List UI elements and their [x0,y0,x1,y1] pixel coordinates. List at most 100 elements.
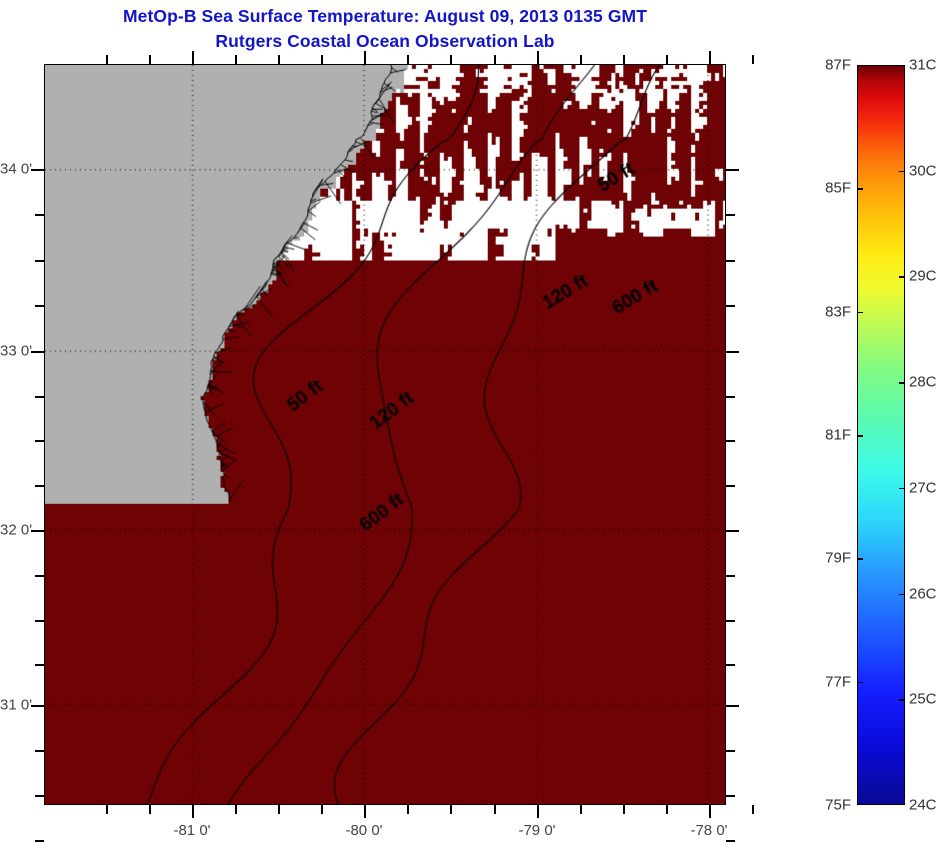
y-axis-tick-right [726,396,735,398]
x-axis-tick-top [407,55,409,64]
x-axis-label: -78 0' [690,822,728,839]
x-axis-tick-top [666,55,668,64]
colorbar-tick [857,435,863,437]
y-axis-tick-right [726,485,735,487]
colorbar-tick [899,487,905,490]
colorbar-label-c: 31C [909,56,936,74]
y-axis-tick-right [726,440,735,442]
x-axis-tick [623,805,625,814]
sst-raster [45,65,725,804]
y-axis-tick [35,795,44,797]
colorbar-label-c: 27C [909,479,936,497]
y-axis-tick [35,214,44,216]
y-axis-tick-major [31,169,44,171]
x-axis-tick-major-top [192,51,194,64]
y-axis-tick-major-right [726,169,739,171]
x-axis-tick-major [364,805,366,818]
colorbar-tick [899,276,905,278]
colorbar-label-f: 85F [825,179,851,197]
colorbar-tick [899,699,905,701]
y-axis-tick [35,840,44,842]
y-axis-tick-right [726,305,735,307]
y-axis-tick-right [726,750,735,752]
x-axis-tick-major [709,805,711,818]
x-axis-tick [494,805,496,814]
x-axis-tick [407,805,409,814]
colorbar-legend [857,65,905,805]
y-axis-label: 31 0' [0,696,33,714]
y-axis-tick-right [726,840,735,842]
y-axis-tick-right [726,575,735,577]
x-axis-tick-top [494,55,496,64]
x-axis-tick-top [450,55,452,64]
colorbar-label-c: 26C [909,585,936,603]
x-axis-tick [752,805,754,814]
colorbar-tick [899,593,905,596]
y-axis-tick-major-right [726,351,739,353]
colorbar-tick [899,170,905,173]
y-axis-tick [35,440,44,442]
colorbar-label-c: 28C [909,373,936,391]
colorbar-label-f: 87F [825,56,851,74]
x-axis-label: -80 0' [345,822,383,839]
y-axis-tick-right [726,260,735,262]
colorbar-tick [857,188,863,190]
x-axis-tick-top [106,55,108,64]
x-axis-tick-top [623,55,625,64]
colorbar-label-c: 29C [909,267,936,285]
colorbar-tick [857,558,863,560]
colorbar-label-f: 75F [825,796,851,814]
y-axis-tick-right [726,664,735,666]
y-axis-tick-major [31,351,44,353]
colorbar-label-c: 25C [909,690,936,708]
y-axis-label: 33 0' [0,342,33,360]
colorbar-label-c: 24C [909,796,936,814]
x-axis-tick-top [752,55,754,64]
x-axis-tick-top [580,55,582,64]
y-axis-tick-major [31,705,44,707]
page-title: MetOp-B Sea Surface Temperature: August … [0,4,770,54]
x-axis-tick-major-top [537,51,539,64]
y-axis-tick-right [726,214,735,216]
y-axis-tick [35,260,44,262]
x-axis-tick-major [192,805,194,818]
x-axis-tick-top [278,55,280,64]
y-axis-label: 32 0' [0,521,33,539]
x-axis-tick [450,805,452,814]
x-axis-tick [666,805,668,814]
y-axis-tick [35,750,44,752]
x-axis-tick [580,805,582,814]
colorbar-label-c: 30C [909,162,936,180]
y-axis-tick-major-right [726,530,739,532]
x-axis-tick [278,805,280,814]
x-axis-tick-top [149,55,151,64]
colorbar-tick [857,681,863,684]
x-axis-tick-major [537,805,539,818]
y-axis-tick [35,396,44,398]
colorbar-tick [857,311,863,314]
x-axis-label: -79 0' [518,822,556,839]
x-axis-tick-top [321,55,323,64]
y-axis-label: 34 0' [0,160,33,178]
y-axis-tick [35,485,44,487]
x-axis-tick-major-top [709,51,711,64]
y-axis-tick-right [726,620,735,622]
x-axis-tick [321,805,323,814]
colorbar-label-f: 77F [825,673,851,691]
y-axis-tick-major [31,530,44,532]
x-axis-tick [106,805,108,814]
colorbar-tick [899,382,905,384]
x-axis-tick [149,805,151,814]
title-line-2: Rutgers Coastal Ocean Observation Lab [215,31,555,51]
y-axis-tick-right [726,795,735,797]
x-axis-tick-major-top [364,51,366,64]
colorbar-label-f: 81F [825,426,851,444]
y-axis-tick [35,664,44,666]
y-axis-tick [35,620,44,622]
colorbar-gradient [857,65,905,805]
sst-map [44,64,726,805]
x-axis-label: -81 0' [173,822,211,839]
colorbar-label-f: 79F [825,549,851,567]
y-axis-tick [35,305,44,307]
x-axis-tick-top [235,55,237,64]
